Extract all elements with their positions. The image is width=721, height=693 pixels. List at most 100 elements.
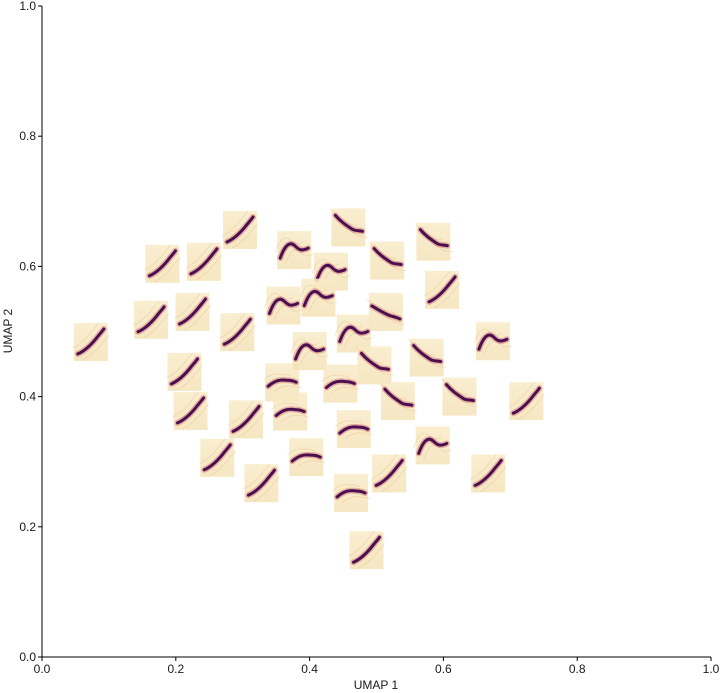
thumbnail-curve	[417, 437, 449, 455]
thumbnail-curve	[266, 378, 298, 388]
thumbnail-texture	[272, 385, 302, 393]
thumbnail-curve	[294, 343, 326, 361]
thumbnail-texture	[381, 466, 408, 492]
thumbnail-point	[334, 314, 373, 353]
thumbnail-curve	[222, 317, 252, 346]
thumbnail-curve	[335, 489, 367, 499]
thumbnail-texture	[284, 249, 314, 265]
thumbnail-texture	[286, 448, 316, 456]
thumbnail-point	[144, 244, 181, 283]
thumbnail-curve	[324, 379, 356, 390]
thumbnail-texture	[184, 304, 211, 331]
thumbnail-texture	[280, 414, 310, 422]
thumbnail-texture	[473, 328, 503, 344]
thumbnail-curve	[351, 535, 381, 564]
thumbnail-texture	[321, 374, 350, 382]
x-tick-label: 0.6	[435, 662, 452, 676]
thumbnail-texture	[185, 242, 213, 269]
thumbnail-texture	[470, 454, 497, 480]
thumbnail-curve	[225, 215, 255, 244]
thumbnail-point	[334, 410, 373, 449]
thumbnail-curve	[383, 387, 414, 407]
thumbnail-curve	[338, 425, 370, 435]
thumbnail-texture	[334, 320, 363, 336]
thumbnail-curve	[290, 453, 322, 463]
thumbnail-texture	[451, 390, 479, 408]
thumbnail-texture	[424, 235, 453, 253]
thumbnail-point	[368, 241, 407, 280]
x-tick-label: 0.2	[167, 662, 184, 676]
thumbnail-point	[166, 352, 203, 391]
thumbnail-texture	[227, 400, 255, 426]
thumbnail-texture	[344, 432, 373, 440]
thumbnail-point	[441, 377, 479, 416]
thumbnail-texture	[344, 332, 373, 348]
thumbnail-texture	[166, 352, 193, 379]
thumbnail-texture	[418, 351, 446, 369]
thumbnail-texture	[209, 450, 236, 477]
thumbnail-texture	[518, 393, 545, 420]
thumbnail-point	[243, 463, 280, 503]
thumbnail-point	[508, 381, 545, 421]
thumbnail-curve	[444, 383, 475, 403]
thumbnail-point	[72, 322, 110, 361]
thumbnail-point	[413, 426, 452, 465]
thumbnail-texture	[132, 300, 160, 327]
thumbnail-point	[470, 454, 507, 493]
thumbnail-curve	[412, 344, 443, 364]
thumbnail-texture	[174, 292, 201, 319]
thumbnail-curve	[278, 242, 310, 260]
thumbnail-texture	[366, 299, 396, 314]
thumbnail-curve	[370, 304, 402, 321]
thumbnail-texture	[296, 460, 326, 468]
thumbnail-texture	[199, 438, 226, 465]
thumbnail-texture	[508, 381, 535, 408]
thumbnail-point	[423, 270, 461, 309]
thumbnail-texture	[243, 463, 270, 490]
thumbnail-texture	[413, 432, 442, 448]
thumbnail-texture	[483, 340, 513, 356]
thumbnail-texture	[172, 391, 199, 418]
thumbnail-curve	[268, 297, 300, 315]
thumbnail-texture	[308, 296, 338, 312]
thumbnail-point	[174, 292, 211, 331]
thumbnail-curve	[202, 443, 232, 472]
y-tick-label: 1.0	[19, 0, 36, 13]
thumbnail-curve	[333, 213, 364, 233]
thumbnail-curve	[189, 247, 219, 276]
thumbnail-curve	[76, 327, 106, 356]
y-ticks: 0.0 0.2 0.4 0.6 0.8 1.0	[19, 0, 42, 664]
thumbnail-texture	[72, 322, 100, 349]
thumbnail-texture	[331, 386, 360, 394]
thumbnail-texture	[182, 403, 209, 430]
thumbnail-texture	[195, 254, 223, 281]
thumbnail-texture	[144, 244, 171, 271]
thumbnail-texture	[378, 254, 407, 272]
x-tick-label: 0.0	[34, 662, 51, 676]
thumbnail-texture	[366, 359, 394, 376]
x-tick-label: 0.4	[301, 662, 318, 676]
thumbnail-curve	[473, 458, 503, 487]
thumbnail-point	[348, 530, 385, 570]
thumbnail-texture	[341, 496, 371, 504]
thumbnail-curve	[302, 289, 334, 308]
thumbnail-point	[286, 438, 326, 477]
thumbnail-point	[221, 210, 259, 249]
thumbnail-texture	[298, 284, 328, 300]
thumbnail-texture	[229, 324, 256, 351]
thumbnail-texture	[331, 484, 361, 492]
thumbnail-point	[219, 312, 256, 352]
thumbnail-curve	[147, 249, 177, 278]
thumbnail-curve	[169, 357, 199, 386]
thumbnail-texture	[82, 334, 110, 361]
thumbnail-point	[473, 322, 513, 361]
thumbnail-point	[264, 286, 303, 325]
thumbnail-texture	[311, 258, 341, 274]
thumbnail-curve	[427, 275, 457, 304]
thumbnail-texture	[371, 454, 398, 480]
thumbnail-texture	[389, 394, 418, 412]
x-tick-label: 0.8	[569, 662, 586, 676]
y-tick-label: 0.0	[19, 650, 36, 664]
thumbnail-curve	[178, 297, 208, 326]
